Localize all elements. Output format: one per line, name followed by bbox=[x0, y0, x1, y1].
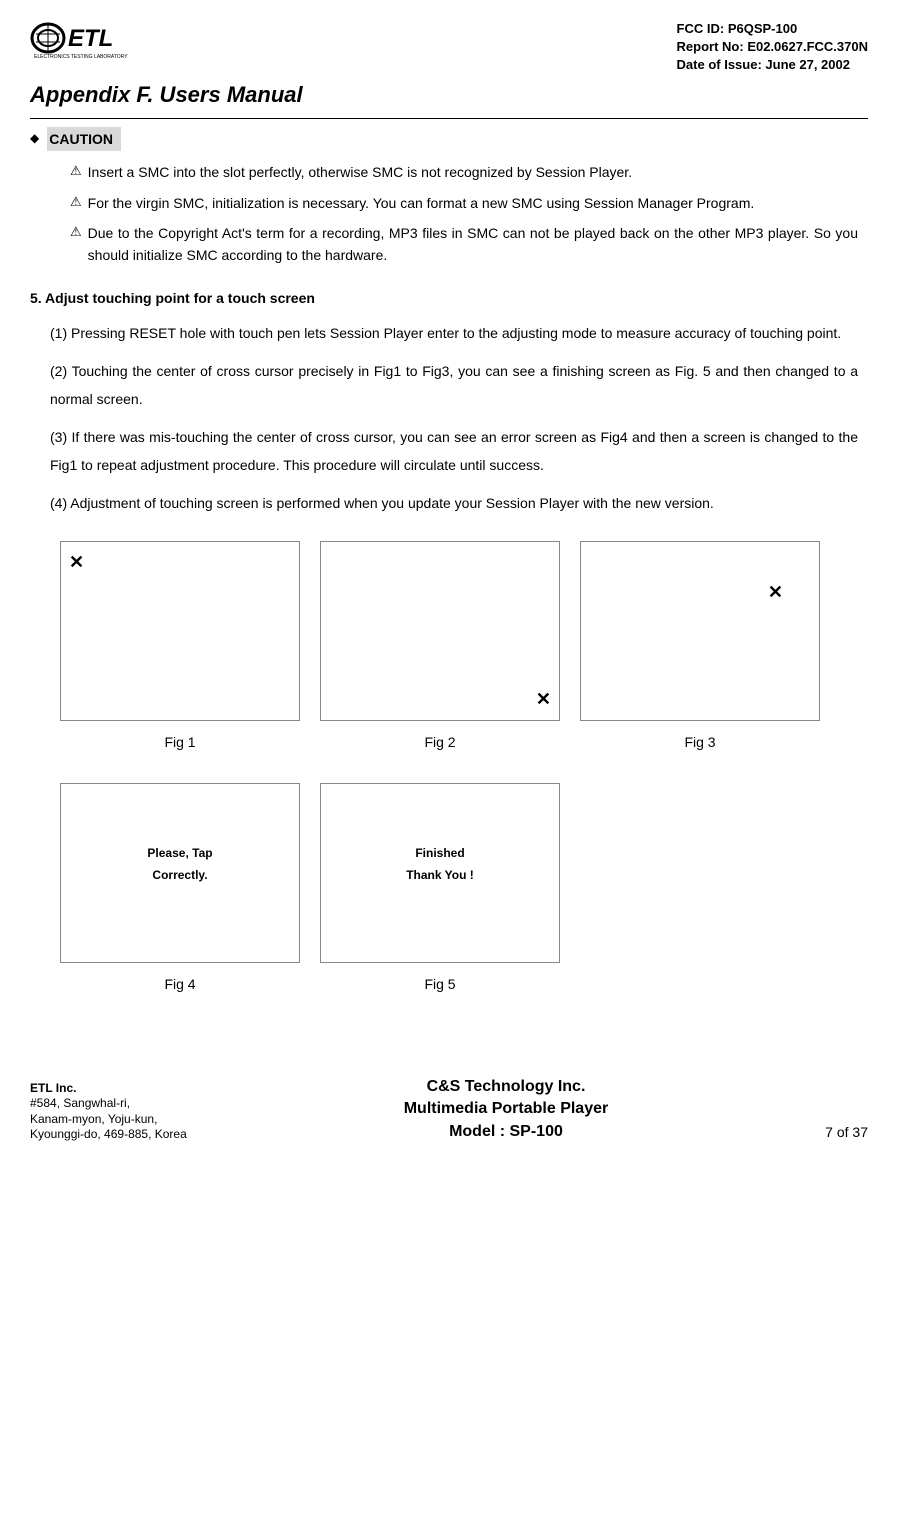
figure-5: Finished Thank You ! bbox=[320, 783, 560, 963]
etl-logo: ETL ELECTRONICS TESTING LABORATORY bbox=[30, 20, 140, 60]
fig-label: Fig 5 bbox=[320, 973, 560, 995]
issue-date: Date of Issue: June 27, 2002 bbox=[677, 56, 868, 74]
figure-2: ✕ bbox=[320, 541, 560, 721]
fig-label: Fig 3 bbox=[580, 731, 820, 753]
figure-labels-2: Fig 4 Fig 5 bbox=[60, 973, 868, 995]
svg-text:ETL: ETL bbox=[68, 25, 113, 52]
figure-3: ✕ bbox=[580, 541, 820, 721]
fig-label: Fig 1 bbox=[60, 731, 300, 753]
page-number: 7 of 37 bbox=[825, 1121, 868, 1143]
diamond-icon: ◆ bbox=[30, 129, 39, 148]
caution-label: CAUTION bbox=[47, 127, 121, 151]
footer-center2: Multimedia Portable Player bbox=[404, 1098, 609, 1120]
footer-addr2: Kanam-myon, Yoju-kun, bbox=[30, 1112, 187, 1128]
header-metadata: FCC ID: P6QSP-100 Report No: E02.0627.FC… bbox=[677, 20, 868, 75]
caution-item: ⚠ Insert a SMC into the slot perfectly, … bbox=[70, 161, 858, 183]
caution-header: ◆ CAUTION bbox=[30, 127, 868, 151]
fig-label: Fig 4 bbox=[60, 973, 300, 995]
warning-icon: ⚠ bbox=[70, 222, 82, 267]
section-item-2: (2) Touching the center of cross cursor … bbox=[50, 357, 858, 413]
fig-label: Fig 2 bbox=[320, 731, 560, 753]
fig4-text: Please, Tap Correctly. bbox=[121, 843, 240, 886]
footer-left: ETL Inc. #584, Sangwhal-ri, Kanam-myon, … bbox=[30, 1081, 187, 1143]
cross-icon: ✕ bbox=[768, 578, 783, 607]
logo-area: ETL ELECTRONICS TESTING LABORATORY bbox=[30, 20, 140, 60]
caution-text: Insert a SMC into the slot perfectly, ot… bbox=[88, 161, 858, 183]
caution-item: ⚠ For the virgin SMC, initialization is … bbox=[70, 192, 858, 214]
report-no: Report No: E02.0627.FCC.370N bbox=[677, 38, 868, 56]
caution-item: ⚠ Due to the Copyright Act's term for a … bbox=[70, 222, 858, 267]
caution-body: ⚠ Insert a SMC into the slot perfectly, … bbox=[70, 161, 858, 267]
caution-text: For the virgin SMC, initialization is ne… bbox=[88, 192, 858, 214]
section-item-3: (3) If there was mis-touching the center… bbox=[50, 423, 858, 479]
figure-row-2: Please, Tap Correctly. Finished Thank Yo… bbox=[60, 783, 858, 963]
section-5-heading: 5. Adjust touching point for a touch scr… bbox=[30, 287, 868, 309]
figure-1: ✕ bbox=[60, 541, 300, 721]
footer-center3: Model : SP-100 bbox=[404, 1121, 609, 1143]
section-item-4: (4) Adjustment of touching screen is per… bbox=[50, 489, 858, 517]
page-footer: ETL Inc. #584, Sangwhal-ri, Kanam-myon, … bbox=[30, 1076, 868, 1143]
caution-text: Due to the Copyright Act's term for a re… bbox=[88, 222, 858, 267]
footer-center1: C&S Technology Inc. bbox=[404, 1076, 609, 1098]
footer-center: C&S Technology Inc. Multimedia Portable … bbox=[404, 1076, 609, 1143]
page-header: ETL ELECTRONICS TESTING LABORATORY FCC I… bbox=[30, 20, 868, 75]
figure-labels-1: Fig 1 Fig 2 Fig 3 bbox=[60, 731, 868, 753]
cross-icon: ✕ bbox=[536, 685, 551, 714]
footer-addr1: #584, Sangwhal-ri, bbox=[30, 1096, 187, 1112]
fcc-id: FCC ID: P6QSP-100 bbox=[677, 20, 868, 38]
section-item-1: (1) Pressing RESET hole with touch pen l… bbox=[50, 319, 858, 347]
fig5-text: Finished Thank You ! bbox=[406, 843, 474, 886]
fig5-line1: Finished bbox=[406, 843, 474, 865]
figure-4: Please, Tap Correctly. bbox=[60, 783, 300, 963]
footer-company: ETL Inc. bbox=[30, 1081, 187, 1097]
footer-addr3: Kyounggi-do, 469-885, Korea bbox=[30, 1127, 187, 1143]
warning-icon: ⚠ bbox=[70, 192, 82, 214]
divider bbox=[30, 118, 868, 119]
svg-text:ELECTRONICS TESTING LABORATORY: ELECTRONICS TESTING LABORATORY bbox=[34, 54, 128, 60]
warning-icon: ⚠ bbox=[70, 161, 82, 183]
cross-icon: ✕ bbox=[69, 548, 84, 577]
figure-row-1: ✕ ✕ ✕ bbox=[60, 541, 858, 721]
fig5-line2: Thank You ! bbox=[406, 865, 474, 887]
appendix-title: Appendix F. Users Manual bbox=[30, 77, 868, 112]
